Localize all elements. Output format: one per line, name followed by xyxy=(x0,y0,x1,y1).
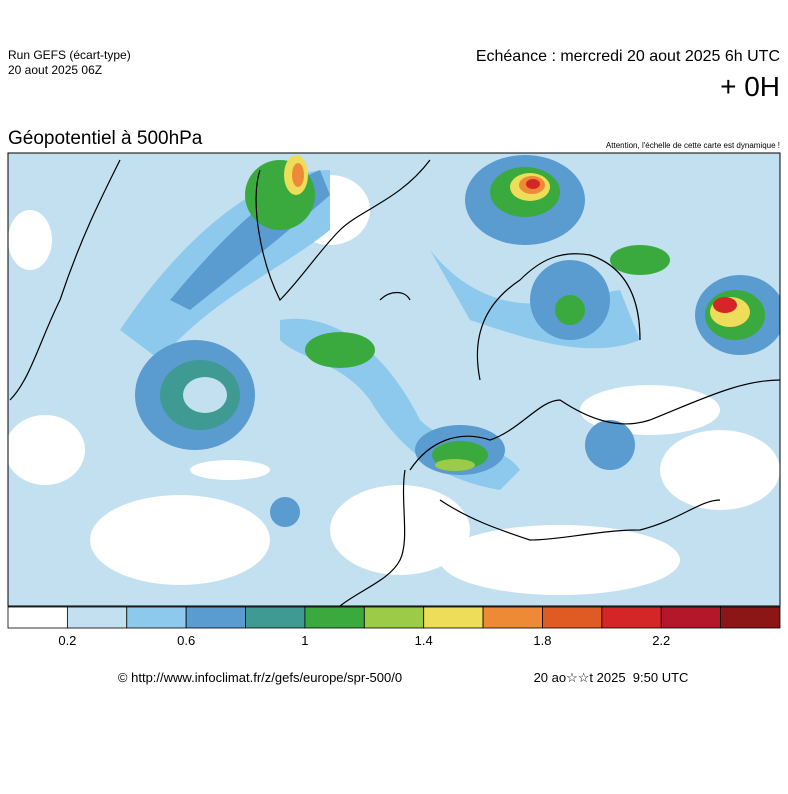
map-title: Géopotentiel à 500hPa xyxy=(8,128,203,149)
colorbar-label: 2.2 xyxy=(652,633,670,648)
source-url: © http://www.infoclimat.fr/z/gefs/europe… xyxy=(118,670,402,685)
colorbar-swatch xyxy=(363,606,425,629)
dynamic-scale-note: Attention, l'échelle de cette carte est … xyxy=(606,141,780,150)
map-frame xyxy=(7,152,781,607)
colorbar: 0.2 0.6 1 1.4 1.8 2.2 xyxy=(7,606,781,648)
colorbar-swatch xyxy=(245,606,306,629)
colorbar-swatch xyxy=(7,606,68,629)
colorbar-label: 1.8 xyxy=(533,633,551,648)
colorbar-label: 1.4 xyxy=(415,633,433,648)
colorbar-swatch xyxy=(66,606,128,629)
coastlines xyxy=(9,159,780,606)
run-date: 20 aout 2025 06Z xyxy=(8,63,102,77)
run-label: Run GEFS (écart-type) xyxy=(8,48,131,62)
echeance: Echéance : mercredi 20 aout 2025 6h UTC xyxy=(476,48,780,65)
offset: + 0H xyxy=(720,71,780,102)
colorbar-swatch xyxy=(304,606,365,629)
colorbar-swatch xyxy=(720,606,781,629)
colorbar-label: 0.2 xyxy=(58,633,76,648)
colorbar-label: 1 xyxy=(301,633,308,648)
map xyxy=(7,152,781,607)
colorbar-swatch xyxy=(185,606,246,629)
colorbar-swatch xyxy=(660,606,722,629)
colorbar-swatch xyxy=(126,606,187,629)
colorbar-swatch xyxy=(423,606,484,629)
colorbar-swatch xyxy=(542,606,603,629)
colorbar-label: 0.6 xyxy=(177,633,195,648)
colorbar-swatch xyxy=(601,606,662,629)
colorbar-swatch xyxy=(482,606,543,629)
timestamp: 20 ao☆☆t 2025 9:50 UTC xyxy=(534,670,689,685)
